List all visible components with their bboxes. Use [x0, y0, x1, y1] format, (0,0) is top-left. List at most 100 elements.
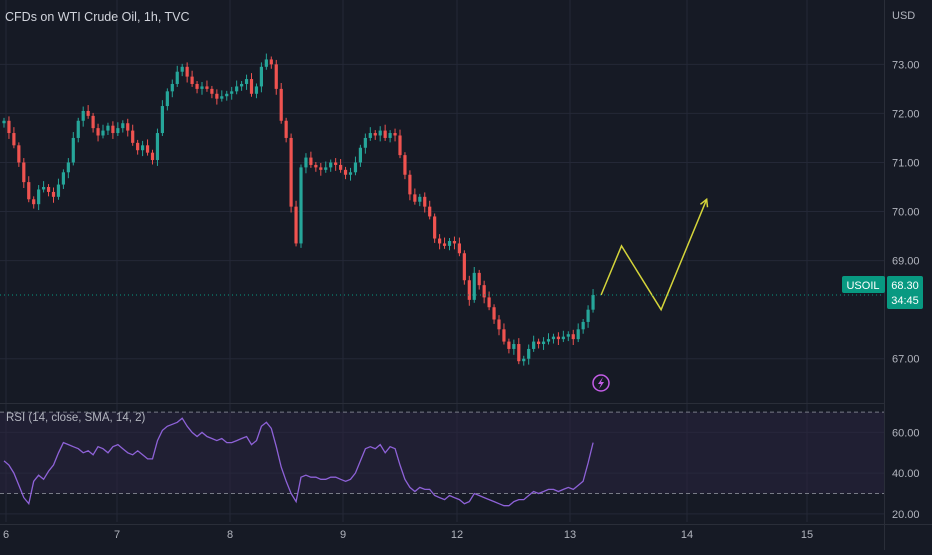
candle-body: [581, 321, 585, 330]
candle: [284, 117, 288, 143]
candle: [576, 323, 580, 343]
alert-icon[interactable]: [592, 374, 610, 392]
candle: [37, 185, 41, 211]
candle-body: [71, 137, 75, 163]
projection-line: [600, 199, 708, 312]
candle-body: [329, 162, 333, 168]
candle: [319, 162, 323, 176]
candle-body: [160, 106, 164, 134]
candle: [160, 100, 164, 136]
candle-body: [551, 336, 556, 340]
candle: [7, 116, 11, 139]
candle: [101, 124, 105, 139]
candle: [126, 118, 130, 137]
candle-body: [428, 206, 432, 217]
candle-body: [299, 167, 303, 244]
candle-body: [462, 253, 466, 281]
candle: [418, 193, 422, 207]
candle-body: [477, 272, 481, 286]
candle: [205, 80, 209, 92]
candle: [56, 178, 61, 200]
rsi-tick-label: 20.00: [892, 509, 920, 521]
candle: [363, 133, 367, 154]
currency-label[interactable]: USD: [892, 10, 915, 22]
candle-body: [527, 348, 531, 359]
candle: [571, 329, 575, 346]
candle-body: [155, 133, 160, 161]
candle: [200, 82, 204, 95]
candle: [180, 63, 184, 77]
candle: [413, 188, 417, 205]
candle-body: [96, 128, 100, 136]
candle-body: [37, 189, 41, 205]
rsi-tick-label: 40.00: [892, 468, 920, 480]
x-tick-label: 14: [681, 529, 693, 541]
candle-body: [51, 191, 56, 197]
candle-body: [418, 196, 422, 202]
candle-body: [487, 297, 491, 308]
candle: [334, 158, 338, 171]
candle: [388, 130, 392, 143]
candle: [403, 152, 407, 180]
candle-body: [442, 243, 447, 246]
candle-body: [195, 83, 199, 89]
candle: [304, 153, 308, 174]
candle: [452, 236, 457, 250]
candle: [32, 196, 36, 209]
rsi-label[interactable]: RSI (14, close, SMA, 14, 2): [6, 412, 146, 424]
projection-arrowhead: [699, 197, 709, 208]
current-price-tag[interactable]: USOIL 68.30 34:45: [842, 276, 923, 309]
x-tick-label: 15: [801, 529, 813, 541]
candle: [150, 149, 155, 165]
candle: [433, 213, 437, 243]
candle-body: [76, 120, 80, 138]
price-tick-label: 67.00: [892, 354, 920, 366]
candle-body: [200, 86, 204, 89]
rsi-line: [3, 417, 594, 507]
candle: [398, 129, 402, 159]
candle-body: [225, 93, 229, 97]
candle-body: [106, 125, 110, 131]
candle: [527, 344, 531, 365]
candle-body: [497, 319, 501, 330]
candle-body: [522, 358, 526, 362]
candle-body: [512, 344, 516, 349]
candle-body: [7, 120, 11, 134]
candle: [51, 187, 56, 203]
candle-body: [314, 164, 318, 168]
candle: [457, 237, 461, 257]
candle-body: [571, 334, 575, 340]
candle-body: [274, 64, 278, 89]
candle-body: [343, 169, 348, 175]
candle: [215, 89, 219, 105]
x-tick-label: 6: [3, 529, 9, 541]
chart-title[interactable]: CFDs on WTI Crude Oil, 1h, TVC: [5, 10, 190, 24]
candle: [46, 184, 51, 197]
candle-body: [185, 66, 189, 77]
candle: [145, 139, 150, 156]
candle-body: [472, 272, 476, 300]
candle-body: [81, 110, 85, 121]
candle: [442, 237, 447, 249]
candle: [428, 200, 432, 220]
price-tick-label: 73.00: [892, 59, 920, 71]
candle: [329, 159, 333, 172]
candle: [507, 338, 511, 354]
candle: [447, 238, 452, 251]
candle: [467, 275, 471, 306]
candle: [289, 133, 293, 213]
candle-body: [353, 162, 358, 173]
candles[interactable]: [2, 53, 595, 366]
countdown-timer: 34:45: [891, 295, 919, 307]
candle: [61, 169, 65, 189]
candle-body: [17, 145, 21, 163]
candle: [497, 315, 501, 336]
candle-body: [284, 120, 288, 138]
candle: [462, 250, 466, 285]
candle: [472, 266, 476, 303]
candle: [17, 142, 21, 167]
candle-body: [339, 164, 343, 170]
projection-path: [600, 197, 709, 312]
